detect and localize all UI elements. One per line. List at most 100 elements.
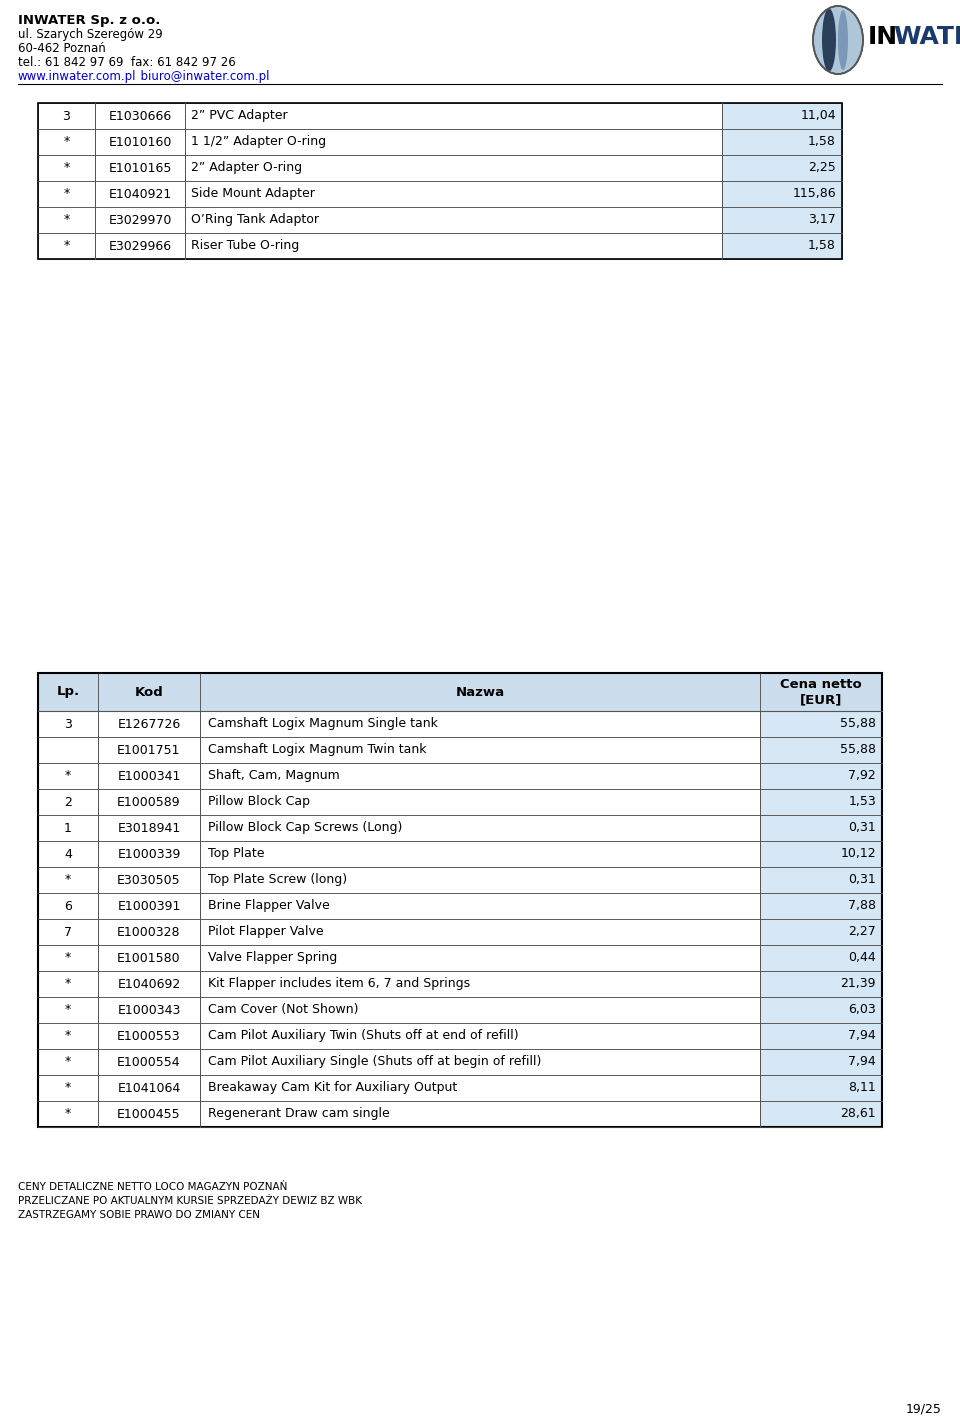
Text: Kod: Kod: [134, 685, 163, 698]
Bar: [98, 893, 200, 919]
Bar: [98, 867, 200, 893]
Text: 7,88: 7,88: [848, 900, 876, 913]
Bar: [760, 1022, 882, 1049]
Bar: [760, 893, 882, 919]
Bar: [38, 997, 98, 1022]
Bar: [200, 1022, 760, 1049]
Bar: [38, 1049, 98, 1075]
Bar: [760, 919, 882, 946]
Bar: [38, 208, 95, 233]
Text: E1000553: E1000553: [117, 1030, 180, 1042]
Bar: [200, 971, 760, 997]
Text: E1000341: E1000341: [117, 769, 180, 782]
Text: Kit Flapper includes item 6, 7 and Springs: Kit Flapper includes item 6, 7 and Sprin…: [208, 977, 470, 991]
Bar: [760, 1101, 882, 1128]
Bar: [98, 711, 200, 737]
Text: E1041064: E1041064: [117, 1082, 180, 1095]
Text: Regenerant Draw cam single: Regenerant Draw cam single: [208, 1108, 390, 1121]
Text: biuro@inwater.com.pl: biuro@inwater.com.pl: [133, 70, 270, 82]
Text: 0,31: 0,31: [849, 873, 876, 886]
Text: 1,58: 1,58: [808, 239, 836, 253]
Text: E1000589: E1000589: [117, 795, 180, 809]
Text: 0,31: 0,31: [849, 822, 876, 835]
Text: E3018941: E3018941: [117, 822, 180, 835]
Text: Riser Tube O-ring: Riser Tube O-ring: [191, 239, 300, 253]
Text: E1000554: E1000554: [117, 1055, 180, 1068]
Bar: [98, 1075, 200, 1101]
Text: ZASTRZEGAMY SOBIE PRAWO DO ZMIANY CEN: ZASTRZEGAMY SOBIE PRAWO DO ZMIANY CEN: [18, 1210, 260, 1220]
Text: 7,94: 7,94: [849, 1055, 876, 1068]
Bar: [760, 711, 882, 737]
Bar: [760, 789, 882, 815]
Bar: [38, 181, 95, 208]
Bar: [760, 1075, 882, 1101]
Bar: [760, 997, 882, 1022]
Text: E3030505: E3030505: [117, 873, 180, 886]
Text: Pillow Block Cap Screws (Long): Pillow Block Cap Screws (Long): [208, 822, 402, 835]
Bar: [95, 208, 185, 233]
Text: Breakaway Cam Kit for Auxiliary Output: Breakaway Cam Kit for Auxiliary Output: [208, 1082, 457, 1095]
Text: E1010165: E1010165: [108, 162, 172, 175]
Bar: [38, 1075, 98, 1101]
Text: 7: 7: [64, 926, 72, 939]
Bar: [200, 815, 760, 840]
Bar: [200, 789, 760, 815]
Text: 19/25: 19/25: [906, 1402, 942, 1415]
Bar: [95, 129, 185, 155]
Text: 3: 3: [64, 718, 72, 731]
Bar: [98, 1022, 200, 1049]
Bar: [760, 946, 882, 971]
Text: 1,53: 1,53: [849, 795, 876, 809]
Text: 2,25: 2,25: [808, 162, 836, 175]
Text: Cam Pilot Auxiliary Twin (Shuts off at end of refill): Cam Pilot Auxiliary Twin (Shuts off at e…: [208, 1030, 518, 1042]
Text: E1030666: E1030666: [108, 109, 172, 122]
Bar: [200, 711, 760, 737]
Bar: [200, 737, 760, 764]
Bar: [760, 673, 882, 711]
Text: Lp.: Lp.: [57, 685, 80, 698]
Text: 6: 6: [64, 900, 72, 913]
Bar: [200, 919, 760, 946]
Text: CENY DETALICZNE NETTO LOCO MAGAZYN POZNAŃ: CENY DETALICZNE NETTO LOCO MAGAZYN POZNA…: [18, 1182, 287, 1192]
Text: Top Plate: Top Plate: [208, 848, 265, 860]
Text: Cena netto
[EUR]: Cena netto [EUR]: [780, 677, 862, 707]
Bar: [38, 129, 95, 155]
Text: E1001751: E1001751: [117, 744, 180, 757]
Text: *: *: [65, 769, 71, 782]
Text: *: *: [63, 213, 70, 226]
Bar: [38, 673, 882, 1128]
Bar: [200, 840, 760, 867]
Text: Camshaft Logix Magnum Single tank: Camshaft Logix Magnum Single tank: [208, 718, 438, 731]
Bar: [98, 1049, 200, 1075]
Text: 0,44: 0,44: [849, 951, 876, 964]
Ellipse shape: [822, 9, 836, 71]
Text: *: *: [63, 135, 70, 148]
Text: Side Mount Adapter: Side Mount Adapter: [191, 188, 315, 201]
Bar: [98, 764, 200, 789]
Bar: [38, 102, 842, 259]
Text: 55,88: 55,88: [840, 718, 876, 731]
Text: Nazwa: Nazwa: [455, 685, 505, 698]
Bar: [760, 840, 882, 867]
Bar: [95, 233, 185, 259]
Bar: [200, 946, 760, 971]
Bar: [38, 673, 98, 711]
Bar: [38, 919, 98, 946]
Bar: [38, 893, 98, 919]
Bar: [38, 764, 98, 789]
Bar: [38, 1022, 98, 1049]
Bar: [760, 971, 882, 997]
Text: 4: 4: [64, 848, 72, 860]
Text: E3029970: E3029970: [108, 213, 172, 226]
Text: *: *: [65, 1055, 71, 1068]
Ellipse shape: [838, 10, 848, 70]
Text: 1,58: 1,58: [808, 135, 836, 148]
Bar: [38, 946, 98, 971]
Bar: [95, 102, 185, 129]
Bar: [185, 102, 722, 129]
Text: 60-462 Poznań: 60-462 Poznań: [18, 43, 106, 55]
Bar: [760, 764, 882, 789]
Text: E1000455: E1000455: [117, 1108, 180, 1121]
Bar: [98, 946, 200, 971]
Bar: [185, 208, 722, 233]
